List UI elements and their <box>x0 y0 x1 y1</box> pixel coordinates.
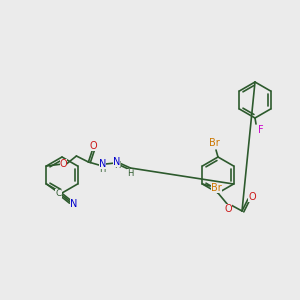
Text: N: N <box>70 199 77 209</box>
Text: H: H <box>127 169 134 178</box>
Text: O: O <box>90 141 97 151</box>
Text: N: N <box>99 159 106 169</box>
Text: C: C <box>55 188 61 197</box>
Text: Br: Br <box>211 183 222 193</box>
Text: O: O <box>248 192 256 202</box>
Text: H: H <box>114 161 121 170</box>
Text: N: N <box>113 157 120 167</box>
Text: O: O <box>60 159 67 169</box>
Text: F: F <box>258 125 264 135</box>
Text: Br: Br <box>208 138 219 148</box>
Text: H: H <box>99 166 106 175</box>
Text: O: O <box>224 204 232 214</box>
